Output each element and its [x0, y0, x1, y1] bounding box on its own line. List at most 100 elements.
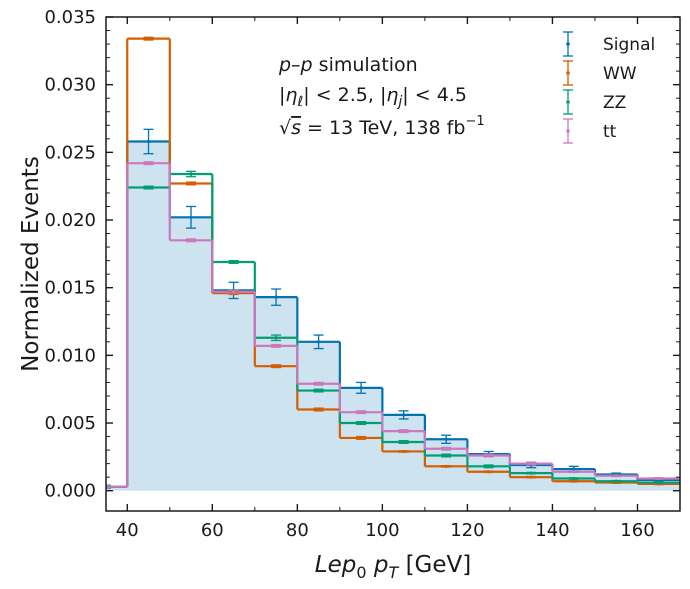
errorbar-point	[529, 471, 533, 475]
legend-entry-tt: tt	[563, 118, 617, 144]
errorbar-point	[189, 215, 193, 219]
x-tick-label: 140	[535, 520, 569, 541]
errorbar-point	[444, 437, 448, 441]
errorbar-point	[359, 386, 363, 390]
annot3-sqrt: √	[279, 117, 292, 139]
errorbar-point	[402, 429, 406, 433]
errorbar-point	[572, 479, 576, 483]
annot2-sub1: ℓ	[296, 94, 303, 110]
legend-label: tt	[603, 122, 617, 142]
x-axis-title-pvar: p	[373, 552, 389, 578]
errorbar-point	[274, 344, 278, 348]
legend: Signal WW ZZ tt	[563, 31, 655, 144]
x-tick-label: 40	[116, 520, 139, 541]
errorbar-point	[614, 474, 618, 478]
errorbar-point	[274, 364, 278, 368]
y-tick-label: 0.030	[44, 75, 96, 96]
annotation-line-1: p–p simulation	[278, 54, 418, 76]
errorbar-point	[316, 407, 321, 412]
x-axis-title-psub: T	[388, 563, 399, 582]
annot3-s: s	[291, 117, 301, 139]
annot2-sub2: j	[396, 94, 402, 110]
errorbar-point	[614, 479, 618, 483]
errorbar-point	[487, 470, 491, 474]
plot-frame	[105, 16, 681, 512]
y-axis: 0.000 0.005 0.010 0.015 0.020 0.025 0.030 0.035	[44, 7, 680, 502]
errorbar-point	[402, 449, 406, 454]
errorbar-point	[146, 185, 151, 190]
x-axis: 40 60 80 100 120 140 160	[116, 17, 681, 541]
legend-entry-zz: ZZ	[563, 89, 626, 115]
y-axis-title: Normalized Events	[18, 156, 44, 372]
legend-entry-ww: WW	[563, 60, 637, 86]
errorbars-tt	[106, 161, 664, 489]
y-tick-label: 0.015	[44, 278, 96, 299]
legend-entry-signal: Signal	[563, 31, 655, 57]
errorbar-point	[572, 476, 576, 481]
errorbar-point	[146, 37, 151, 41]
errorbar-point	[189, 181, 193, 186]
errorbar-point	[444, 447, 448, 451]
errorbar-point	[316, 382, 321, 386]
errorbar-point	[359, 421, 363, 425]
legend-marker-point	[566, 129, 570, 133]
errorbar-point	[444, 464, 448, 468]
errorbar-point	[657, 480, 661, 485]
annot3-rest: = 13 TeV, 138 fb	[301, 117, 465, 139]
annot3-sup: −1	[465, 114, 484, 129]
annot2-b: | < 2.5, |	[303, 84, 386, 106]
x-axis-title-var: Lep	[315, 552, 357, 578]
errorbars-signal	[106, 128, 664, 489]
errorbar-point	[487, 453, 491, 458]
legend-label: Signal	[603, 35, 655, 55]
annot2-eta1: η	[285, 84, 297, 106]
annot2-eta2: η	[386, 84, 398, 106]
y-tick-label: 0.035	[44, 7, 96, 28]
x-tick-label: 100	[365, 520, 399, 541]
errorbar-point	[231, 290, 236, 294]
legend-marker-point	[566, 71, 570, 75]
errorbars-zz	[106, 170, 664, 489]
annotation-pp: p–p	[278, 54, 313, 76]
errorbar-point	[402, 440, 406, 444]
errorbar-point	[359, 410, 363, 414]
errorbar-point	[487, 464, 491, 468]
errorbar-point	[316, 388, 321, 393]
x-axis-title-spacer2	[398, 552, 405, 578]
x-axis-title-spacer	[367, 552, 374, 578]
errorbar-point	[529, 462, 533, 466]
legend-label: WW	[603, 64, 637, 84]
errorbar-point	[572, 470, 576, 474]
y-tick-label: 0.000	[44, 481, 96, 502]
errorbar-point	[529, 475, 533, 479]
errorbar-point	[231, 260, 236, 264]
errorbar-point	[146, 161, 151, 165]
annotation: p–p simulation |ηℓ| < 2.5, |ηj| < 4.5 √s…	[278, 54, 485, 139]
errorbar-point	[146, 139, 151, 144]
errorbar-point	[572, 467, 576, 471]
x-tick-label: 80	[286, 520, 309, 541]
errorbar-point	[359, 436, 363, 440]
annotation-sim: simulation	[313, 54, 418, 76]
errorbar-point	[402, 413, 406, 417]
annot2-c: | < 4.5	[402, 84, 467, 106]
errorbar-point	[316, 340, 321, 344]
errorbar-point	[657, 476, 661, 481]
y-tick-label: 0.025	[44, 142, 96, 163]
x-tick-label: 160	[620, 520, 654, 541]
x-tick-label: 60	[201, 520, 224, 541]
annot2-a: |	[279, 84, 285, 106]
errorbar-point	[189, 172, 193, 176]
errorbar-point	[274, 336, 278, 340]
annotation-line-2: |ηℓ| < 2.5, |ηj| < 4.5	[279, 84, 467, 110]
y-tick-label: 0.010	[44, 345, 96, 366]
errorbars-ww	[106, 36, 664, 489]
legend-marker-point	[566, 42, 570, 46]
errorbar-layer	[106, 36, 664, 489]
annotation-line-3: √s = 13 TeV, 138 fb−1	[279, 114, 485, 139]
x-axis-title: Lep0 pT [GeV]	[315, 552, 471, 582]
legend-marker-point	[566, 100, 570, 104]
errorbar-point	[274, 295, 278, 299]
errorbar-point	[189, 238, 193, 242]
